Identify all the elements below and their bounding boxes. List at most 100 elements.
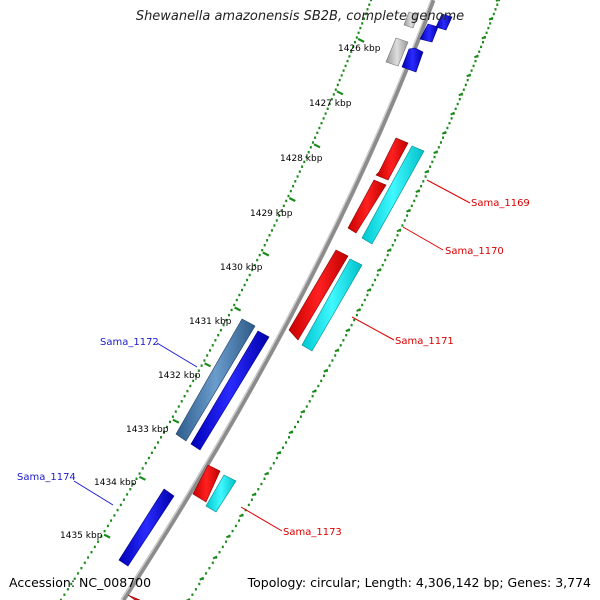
ruler-inner-dot <box>171 415 174 418</box>
ruler-inner-dot <box>357 31 360 34</box>
gene-sama-1172-blue[interactable] <box>190 330 270 451</box>
ruler-inner-dot <box>246 278 249 282</box>
ruler-inner-dot <box>332 93 335 96</box>
ruler-outer-dot <box>288 436 290 439</box>
ruler-inner-dot <box>63 593 66 596</box>
ruler-outer-tick <box>386 248 392 253</box>
ruler-outer-dot <box>355 313 358 317</box>
ruler-outer-dot <box>429 165 432 168</box>
gene-label-sama-1174[interactable]: Sama_1174 <box>17 472 76 483</box>
ruler-inner-dot <box>70 582 73 586</box>
ruler-inner-dot <box>354 41 356 44</box>
ruler-inner-dot <box>263 244 266 247</box>
ruler-inner-dot <box>222 323 225 327</box>
gene-label-sama-1171[interactable]: Sama_1171 <box>395 336 454 347</box>
gene-sama-1173-cyan[interactable] <box>205 474 237 513</box>
gene-sama-1169-red-b[interactable] <box>347 179 387 234</box>
gene-label-sama-1172[interactable]: Sama_1172 <box>100 337 159 348</box>
gene-label-sama-1169[interactable]: Sama_1169 <box>471 198 530 209</box>
ruler-outer-dot <box>437 146 440 149</box>
gene-features <box>118 11 453 600</box>
ruler-outer-dot <box>191 593 194 596</box>
ruler-outer-dot <box>317 384 320 388</box>
ruler-outer-dot <box>470 69 473 72</box>
ruler-inner-dot <box>106 524 109 528</box>
ruler-inner-dot <box>296 175 299 178</box>
ruler-inner-dot <box>251 268 254 272</box>
ruler-inner-dot <box>328 102 331 106</box>
ruler-outer-dot <box>464 83 467 87</box>
ruler-inner-dot <box>314 136 317 139</box>
ruler-inner-dot <box>174 410 177 413</box>
ruler-outer-dot <box>350 323 353 327</box>
ruler-outer-dot <box>454 107 457 110</box>
ruler-outer-dot <box>480 45 483 49</box>
kbp-label-1435: 1435 kbp <box>60 531 103 541</box>
ruler-outer-dot <box>410 204 413 207</box>
gene-bottom-red[interactable] <box>127 594 141 600</box>
kbp-label-1427: 1427 kbp <box>309 99 352 109</box>
ruler-inner-dot <box>211 344 214 347</box>
gene-sama-1172-steel[interactable] <box>175 318 256 442</box>
ruler-inner-dot <box>253 263 256 267</box>
ruler-inner-dot <box>268 234 271 237</box>
ruler-inner-dot <box>60 598 62 600</box>
gene-sama-1173-red[interactable] <box>192 464 221 503</box>
ruler-outer-tick <box>466 73 472 78</box>
ruler-inner-dot <box>113 514 116 517</box>
ruler-outer-dot <box>225 540 228 543</box>
ruler-inner-dot <box>169 420 171 424</box>
ruler-outer-dot <box>403 219 406 222</box>
ruler-inner-dot <box>275 219 278 222</box>
ruler-inner-dot <box>100 535 103 538</box>
ruler-outer-dot <box>238 519 241 522</box>
ruler-inner-dot <box>214 339 217 342</box>
ruler-outer-dot <box>415 194 418 198</box>
kbp-label-1429: 1429 kbp <box>250 209 293 219</box>
ruler-outer-dot <box>342 339 345 342</box>
ruler-inner-dot <box>320 122 323 125</box>
ruler-inner-dot <box>157 441 159 444</box>
ruler-inner-dot <box>334 88 337 91</box>
ruler-kbp-tick <box>313 143 321 149</box>
gene-sama-1171-red[interactable] <box>288 249 349 341</box>
ruler-inner-dot <box>129 488 132 491</box>
ruler-outer-tick <box>185 598 191 600</box>
gene-top-blue-3[interactable] <box>435 13 453 31</box>
ruler-outer-tick <box>334 348 340 353</box>
gene-label-sama-1173[interactable]: Sama_1173 <box>283 527 342 538</box>
ruler-inner-dot <box>361 22 364 25</box>
ruler-outer-dot <box>320 379 323 383</box>
ruler-outer-dot <box>456 102 459 106</box>
ruler-outer-dot <box>424 175 427 178</box>
ruler-inner-dot <box>66 588 69 591</box>
ruler-outer-tick <box>481 35 487 40</box>
gene-top-blue-2[interactable] <box>419 23 439 43</box>
ruler-outer-dot <box>406 214 409 217</box>
ruler-inner-dot <box>355 36 358 39</box>
genome-backbone-highlight <box>120 0 432 600</box>
ruler-outer-dot <box>366 293 369 297</box>
ruler-outer-dot <box>394 239 397 242</box>
ruler-outer-dot <box>363 298 366 302</box>
ruler-inner-dot <box>368 3 371 6</box>
ruler-inner-dot <box>336 83 339 87</box>
gene-top-gray-2[interactable] <box>403 11 419 29</box>
ruler-inner-dot <box>230 308 233 312</box>
kbp-label-1433: 1433 kbp <box>126 425 169 435</box>
gene-sama-1170-cyan[interactable] <box>361 145 425 245</box>
ruler-outer-tick <box>264 471 270 476</box>
gene-label-sama-1170[interactable]: Sama_1170 <box>445 246 504 257</box>
gene-sama-1169-red-a[interactable] <box>375 137 409 181</box>
ruler-outer-dot <box>311 395 314 398</box>
gene-sama-1174-blue[interactable] <box>118 488 175 567</box>
ruler-inner-dot <box>324 112 327 115</box>
ruler-inner-dot <box>330 98 333 101</box>
ruler-outer-dot <box>218 551 221 554</box>
gene-top-gray[interactable] <box>385 37 409 67</box>
kbp-label-1426: 1426 kbp <box>338 44 381 54</box>
gene-sama-1171-cyan[interactable] <box>301 258 363 352</box>
gene-top-blue-1[interactable] <box>401 47 424 73</box>
ruler-inner-dot <box>200 364 203 367</box>
